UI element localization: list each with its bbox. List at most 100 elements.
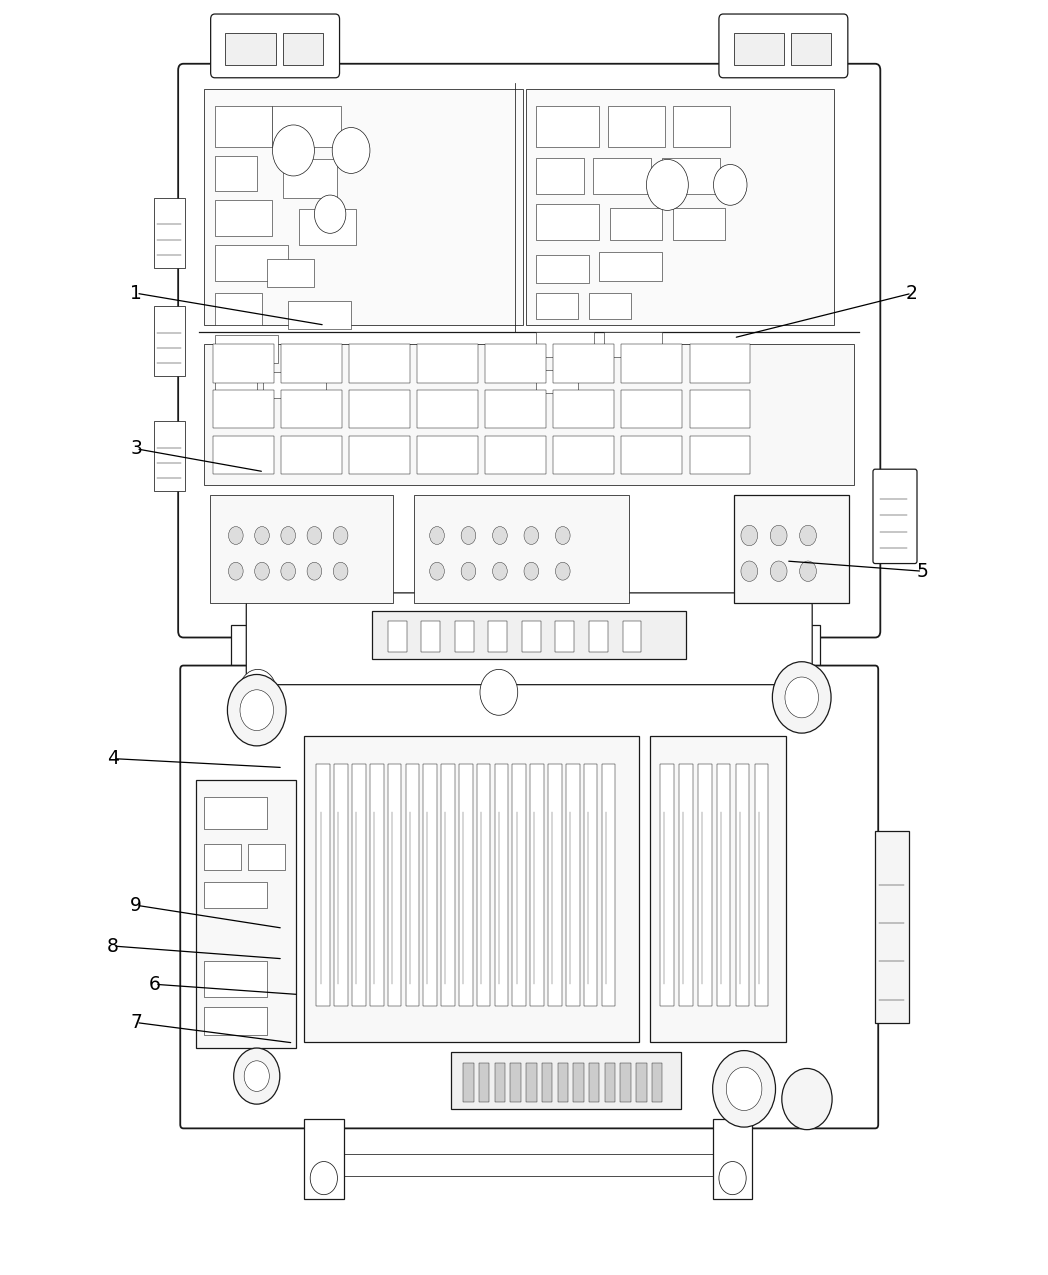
Bar bbox=[204, 344, 854, 484]
Circle shape bbox=[800, 525, 816, 546]
Bar bbox=[204, 882, 267, 908]
Circle shape bbox=[493, 527, 507, 544]
Bar bbox=[620, 1063, 631, 1102]
Bar bbox=[225, 33, 276, 65]
Bar bbox=[755, 764, 768, 1006]
Bar bbox=[477, 764, 490, 1006]
Bar bbox=[451, 1052, 681, 1109]
Bar bbox=[349, 390, 410, 428]
Circle shape bbox=[800, 561, 816, 581]
Circle shape bbox=[726, 1067, 762, 1111]
Bar bbox=[690, 390, 750, 428]
Bar bbox=[414, 495, 629, 603]
Bar bbox=[537, 106, 599, 147]
Bar bbox=[213, 344, 274, 382]
Bar bbox=[589, 621, 608, 652]
Circle shape bbox=[430, 562, 444, 580]
Bar bbox=[558, 1063, 568, 1102]
Circle shape bbox=[555, 562, 570, 580]
Circle shape bbox=[782, 1068, 832, 1130]
Circle shape bbox=[713, 1051, 776, 1127]
Bar bbox=[472, 625, 526, 714]
Circle shape bbox=[770, 561, 787, 581]
Circle shape bbox=[244, 1061, 269, 1091]
Bar bbox=[537, 332, 594, 357]
Bar bbox=[553, 390, 614, 428]
Bar bbox=[421, 621, 440, 652]
Bar bbox=[605, 332, 662, 357]
Bar bbox=[485, 436, 546, 474]
Bar bbox=[734, 33, 784, 65]
Bar bbox=[215, 245, 288, 280]
Circle shape bbox=[240, 690, 274, 731]
Bar bbox=[349, 344, 410, 382]
Bar bbox=[553, 436, 614, 474]
Bar bbox=[673, 106, 730, 147]
Bar bbox=[213, 436, 274, 474]
Bar bbox=[537, 293, 578, 319]
Bar bbox=[488, 621, 507, 652]
FancyBboxPatch shape bbox=[719, 14, 848, 78]
Circle shape bbox=[333, 562, 348, 580]
Bar bbox=[537, 255, 589, 283]
Bar bbox=[213, 390, 274, 428]
FancyBboxPatch shape bbox=[873, 469, 917, 564]
Bar bbox=[542, 1063, 552, 1102]
Bar bbox=[455, 621, 474, 652]
Bar bbox=[608, 106, 665, 147]
Bar bbox=[352, 764, 366, 1006]
FancyBboxPatch shape bbox=[180, 666, 878, 1128]
Bar bbox=[406, 764, 419, 1006]
FancyBboxPatch shape bbox=[246, 593, 812, 685]
Bar bbox=[215, 156, 257, 191]
Circle shape bbox=[227, 674, 286, 746]
Bar bbox=[589, 293, 631, 319]
Circle shape bbox=[647, 159, 689, 210]
Bar bbox=[573, 1063, 584, 1102]
Text: 4: 4 bbox=[107, 750, 119, 768]
Bar bbox=[495, 1063, 505, 1102]
Bar bbox=[662, 158, 720, 194]
Bar bbox=[584, 764, 597, 1006]
Bar bbox=[636, 1063, 647, 1102]
Bar bbox=[485, 390, 546, 428]
Bar bbox=[263, 372, 326, 398]
Bar bbox=[537, 204, 599, 240]
Bar bbox=[204, 797, 267, 829]
Bar bbox=[417, 390, 478, 428]
Bar bbox=[215, 335, 278, 363]
Circle shape bbox=[741, 525, 758, 546]
Bar bbox=[281, 390, 342, 428]
Circle shape bbox=[310, 1162, 337, 1195]
Circle shape bbox=[714, 164, 747, 205]
Circle shape bbox=[332, 128, 370, 173]
Bar bbox=[537, 158, 584, 194]
Bar bbox=[690, 344, 750, 382]
Bar bbox=[272, 106, 341, 147]
Bar bbox=[215, 200, 272, 236]
Bar bbox=[215, 293, 262, 325]
Text: 8: 8 bbox=[107, 937, 119, 955]
Circle shape bbox=[461, 562, 476, 580]
Circle shape bbox=[772, 662, 831, 733]
Bar bbox=[417, 344, 478, 382]
Circle shape bbox=[480, 669, 518, 715]
Text: 7: 7 bbox=[130, 1014, 143, 1031]
Text: 5: 5 bbox=[916, 562, 929, 580]
Bar bbox=[593, 158, 651, 194]
Bar bbox=[589, 1063, 599, 1102]
Bar bbox=[530, 764, 544, 1006]
Bar bbox=[548, 764, 562, 1006]
Circle shape bbox=[770, 525, 787, 546]
Bar bbox=[610, 208, 662, 240]
FancyBboxPatch shape bbox=[211, 14, 340, 78]
Text: 9: 9 bbox=[130, 896, 143, 914]
Bar bbox=[485, 344, 546, 382]
Bar bbox=[441, 764, 455, 1006]
Bar bbox=[553, 344, 614, 382]
Bar bbox=[512, 764, 526, 1006]
Circle shape bbox=[272, 125, 314, 176]
Bar bbox=[555, 621, 574, 652]
Circle shape bbox=[461, 527, 476, 544]
Circle shape bbox=[785, 677, 818, 718]
